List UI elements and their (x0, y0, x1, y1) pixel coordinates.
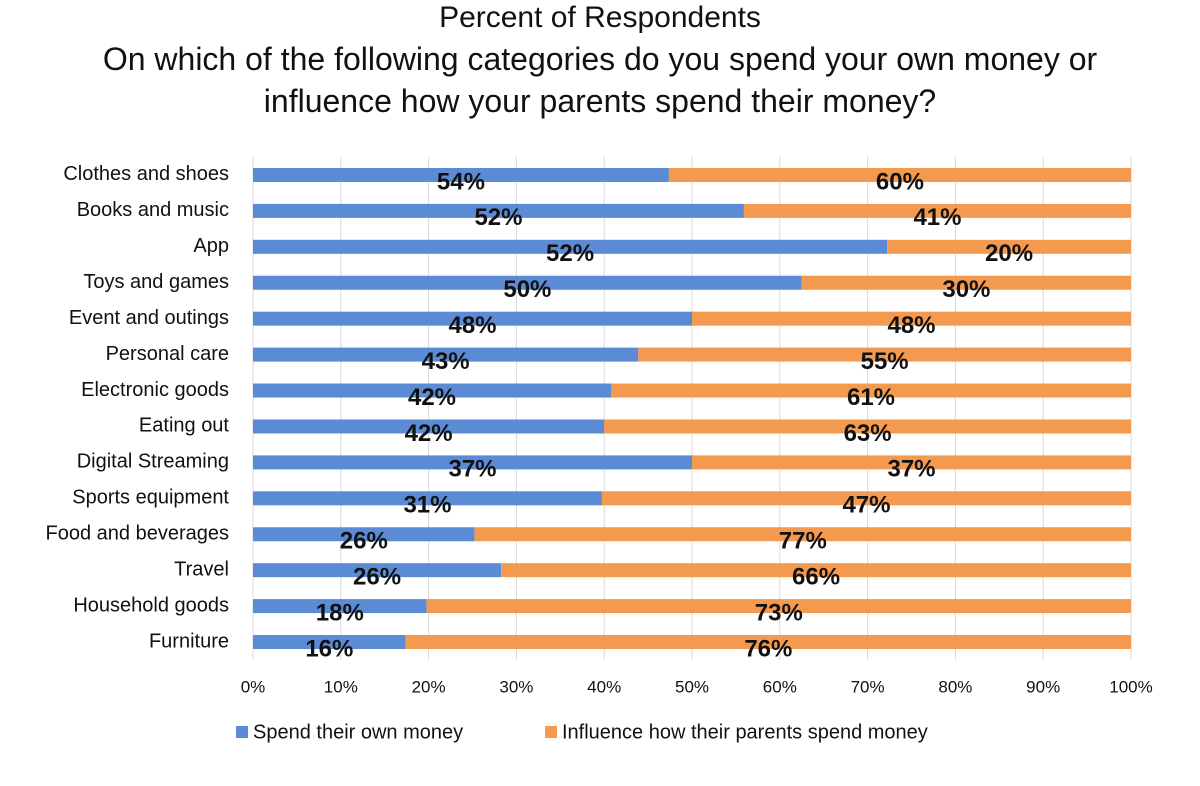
x-tick-label: 100% (1109, 677, 1152, 696)
x-tick-label: 50% (675, 677, 709, 696)
bar-segment (253, 635, 406, 650)
bar-segment (601, 491, 1131, 506)
x-tick-label: 60% (763, 677, 797, 696)
bar-segment (253, 455, 692, 470)
x-tick-label: 80% (938, 677, 972, 696)
data-label: 50% (503, 276, 551, 303)
bar-segment (253, 311, 692, 326)
data-label: 37% (887, 456, 935, 483)
bar-segment (253, 599, 427, 614)
bar-segment (887, 239, 1131, 254)
bar-segment (692, 455, 1131, 470)
x-tick-label: 10% (324, 677, 358, 696)
bar-segment (638, 347, 1131, 362)
y-tick-label: Sports equipment (72, 487, 229, 509)
bar-segment (253, 347, 639, 362)
data-label: 26% (353, 564, 401, 591)
y-tick-label: Digital Streaming (77, 451, 229, 473)
data-label: 76% (744, 635, 792, 662)
bar-segment (253, 383, 612, 398)
data-label: 31% (403, 492, 451, 519)
bar-segment (668, 167, 1131, 182)
bar-segment (743, 203, 1131, 218)
y-tick-label: Toys and games (83, 271, 229, 293)
bar-segment (474, 527, 1131, 542)
x-tick-label: 0% (241, 677, 266, 696)
data-label: 18% (316, 599, 364, 626)
y-tick-label: Books and music (77, 199, 229, 221)
data-label: 41% (913, 204, 961, 231)
data-label: 66% (792, 564, 840, 591)
bar-segment (604, 419, 1131, 434)
bar-segment (692, 311, 1131, 326)
x-tick-label: 30% (499, 677, 533, 696)
data-label: 37% (448, 456, 496, 483)
y-tick-label: Electronic goods (81, 379, 229, 401)
y-tick-label: App (193, 235, 229, 257)
data-label: 77% (779, 528, 827, 555)
x-tick-label: 20% (412, 677, 446, 696)
data-label: 47% (842, 492, 890, 519)
bar-segment (253, 203, 744, 218)
data-label: 48% (887, 312, 935, 339)
data-label: 42% (405, 420, 453, 447)
legend-label: Influence how their parents spend money (562, 721, 928, 743)
data-label: 55% (861, 348, 909, 375)
data-label: 54% (437, 168, 485, 195)
bar-segment (253, 239, 888, 254)
data-label: 60% (876, 168, 924, 195)
legend-swatch (236, 726, 248, 738)
bar-segment (426, 599, 1132, 614)
data-label: 20% (985, 240, 1033, 267)
legend-label: Spend their own money (253, 721, 463, 743)
legend-swatch (545, 726, 557, 738)
data-label: 73% (755, 599, 803, 626)
x-tick-label: 90% (1026, 677, 1060, 696)
bar-segment (611, 383, 1131, 398)
y-tick-label: Eating out (139, 415, 230, 437)
y-tick-label: Clothes and shoes (63, 163, 229, 185)
data-label: 52% (546, 240, 594, 267)
bar-segment (501, 563, 1131, 578)
y-tick-label: Event and outings (69, 307, 229, 329)
bar-segment (405, 635, 1131, 650)
data-label: 43% (422, 348, 470, 375)
bar-segment (253, 419, 605, 434)
bar-segment (801, 275, 1131, 290)
data-label: 26% (340, 528, 388, 555)
data-label: 42% (408, 384, 456, 411)
data-label: 48% (448, 312, 496, 339)
y-tick-label: Furniture (149, 630, 229, 652)
y-tick-label: Travel (174, 558, 229, 580)
x-tick-label: 40% (587, 677, 621, 696)
y-tick-label: Food and beverages (46, 523, 229, 545)
bar-segment (253, 527, 475, 542)
bar-segment (253, 563, 502, 578)
data-label: 63% (844, 420, 892, 447)
y-tick-label: Household goods (73, 594, 229, 616)
x-tick-label: 70% (851, 677, 885, 696)
chart-subtitle: On which of the following categories do … (102, 41, 1098, 119)
bar-segment (253, 167, 669, 182)
data-label: 52% (474, 204, 522, 231)
bar-segment (253, 491, 602, 506)
data-label: 61% (847, 384, 895, 411)
bar-segment (253, 275, 802, 290)
y-tick-label: Personal care (106, 343, 229, 365)
data-label: 30% (942, 276, 990, 303)
data-label: 16% (305, 635, 353, 662)
chart-title: Percent of Respondents (439, 1, 761, 34)
